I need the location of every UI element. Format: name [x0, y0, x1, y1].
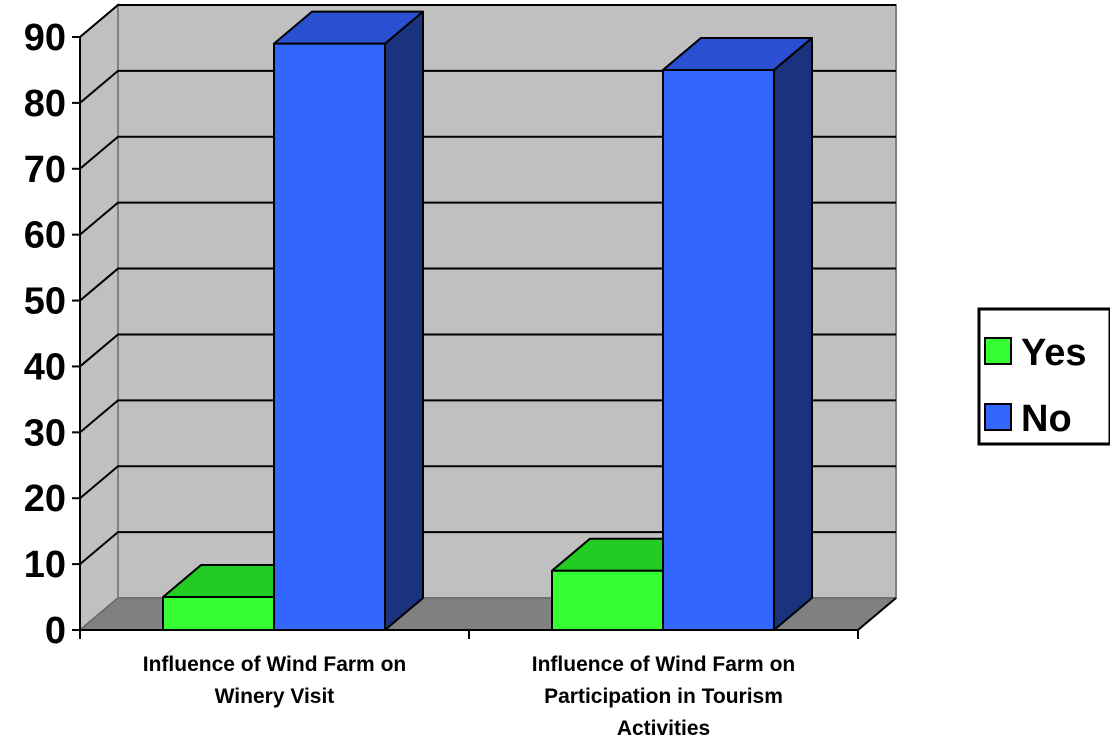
y-tick-label: 30	[24, 412, 66, 454]
y-tick-label: 0	[45, 610, 66, 652]
y-tick-label: 40	[24, 346, 66, 388]
y-tick-label: 50	[24, 281, 66, 323]
gridline	[79, 69, 896, 104]
bar-face	[773, 36, 813, 631]
gridline	[79, 4, 896, 38]
gridline	[79, 267, 896, 302]
y-tick-label: 70	[24, 149, 66, 191]
x-category-label: Influence of Wind Farm on Participation i…	[532, 653, 795, 740]
gridline	[79, 201, 896, 236]
legend: Yes No	[977, 307, 1110, 446]
gridline	[79, 135, 896, 170]
y-tick-label: 20	[24, 478, 66, 520]
bar-face	[384, 10, 424, 631]
legend-label-yes: Yes	[1021, 332, 1087, 374]
y-tick-label: 80	[24, 83, 66, 125]
y-tick-label: 60	[24, 215, 66, 257]
legend-label-no: No	[1021, 398, 1072, 440]
x-category-label: Influence of Wind Farm on Winery Visit	[143, 653, 406, 708]
legend-swatch-no	[984, 403, 1012, 431]
gridline	[79, 531, 896, 565]
bar-face	[662, 68, 775, 631]
bar-face	[273, 42, 386, 632]
gridline	[79, 465, 896, 499]
bar-no-2	[662, 36, 813, 631]
bar-face	[162, 596, 275, 631]
bar-face	[551, 569, 664, 632]
gridline	[79, 333, 896, 368]
floor-edge	[857, 597, 897, 631]
bar-no-1	[273, 10, 424, 632]
legend-swatch-yes	[984, 337, 1012, 365]
y-tick-label: 90	[24, 17, 66, 59]
plot-area: 0 10 20 30 40 50 60 70 80 90 Influence of Wind Far…	[24, 2, 898, 740]
gridline	[79, 399, 896, 434]
y-tick-label: 10	[24, 544, 66, 586]
